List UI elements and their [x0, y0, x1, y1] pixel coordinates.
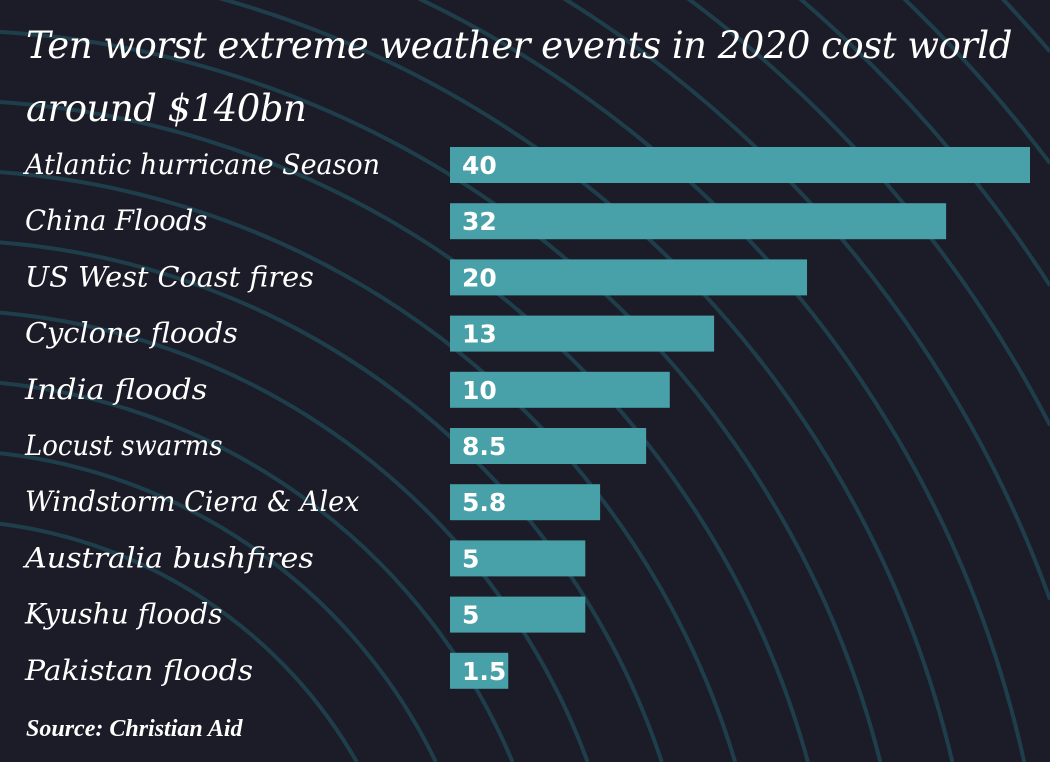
source-note: Source: Christian Aid	[26, 716, 243, 742]
category-label: Atlantic hurricane Season	[22, 148, 380, 181]
decor-arc	[0, 240, 664, 762]
bar	[450, 371, 670, 408]
bar	[450, 315, 715, 352]
decor-arc	[0, 29, 883, 762]
category-label: Australia bushfires	[22, 541, 314, 574]
chart-title: Ten worst extreme weather events in 2020…	[26, 24, 1012, 130]
bar	[450, 596, 586, 633]
category-label: India floods	[24, 373, 207, 406]
category-label: Windstorm Ciera & Alex	[25, 485, 360, 518]
value-label: 20	[462, 263, 497, 292]
decor-arc	[0, 451, 438, 762]
value-label: 40	[462, 151, 497, 180]
bar	[450, 652, 509, 689]
category-label: Cyclone floods	[25, 317, 238, 350]
decor-arc	[0, 170, 738, 762]
decor-arc	[686, 0, 1050, 427]
bar	[450, 540, 586, 577]
bar	[450, 147, 1030, 183]
category-label: Locust swarms	[24, 429, 223, 462]
value-label: 1.5	[462, 657, 506, 686]
decor-arc	[0, 100, 810, 762]
category-label: China Floods	[25, 204, 207, 237]
value-label: 32	[462, 207, 497, 236]
category-label: Pakistan floods	[24, 654, 253, 687]
bar	[450, 259, 808, 296]
bar	[450, 484, 601, 521]
value-label: 13	[462, 320, 497, 349]
value-label: 5.8	[462, 488, 506, 517]
category-label: US West Coast fires	[25, 260, 314, 293]
value-label: 10	[462, 376, 497, 405]
bar	[450, 428, 647, 464]
value-label: 8.5	[462, 432, 506, 461]
decor-arc	[562, 0, 1050, 601]
decor-arc	[0, 521, 359, 762]
category-label: Kyushu floods	[24, 598, 223, 631]
bar	[450, 203, 947, 240]
value-label: 5	[462, 544, 479, 573]
decor-arc	[798, 0, 1050, 287]
value-label: 5	[462, 601, 479, 630]
decor-arc	[0, 310, 590, 762]
decor-arc	[902, 0, 1050, 165]
